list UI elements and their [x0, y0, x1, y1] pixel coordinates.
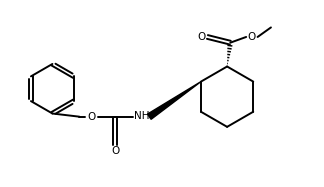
Text: NH: NH — [133, 111, 149, 121]
Polygon shape — [147, 82, 201, 119]
Text: O: O — [111, 146, 120, 156]
Text: O: O — [197, 32, 205, 42]
Text: O: O — [248, 32, 256, 42]
Text: O: O — [87, 112, 96, 122]
